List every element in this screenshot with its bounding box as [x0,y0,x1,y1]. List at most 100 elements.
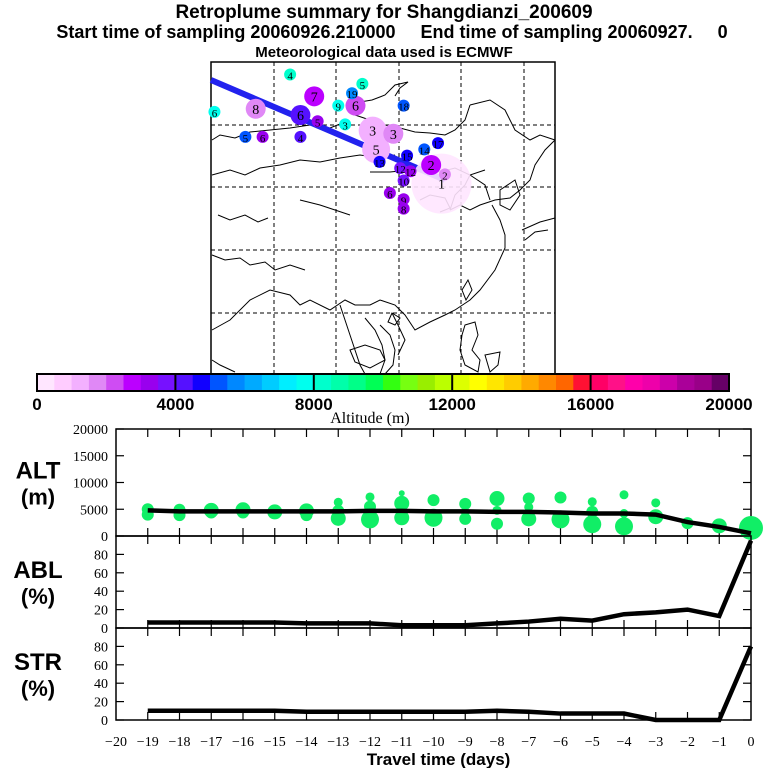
colorbar-tick-label: 4000 [156,395,194,414]
colorbar-cell [158,374,176,391]
colorbar-cell [625,374,643,391]
colorbar-cell [469,374,488,391]
cluster-marker [311,115,324,128]
altitude-point [361,510,379,529]
colorbar-cell [348,374,367,391]
x-tick-label: −1 [712,735,727,750]
plume-cluster: 8 [397,202,410,217]
colorbar-tick-label: 0 [32,395,41,414]
cluster-marker [383,187,396,200]
colorbar-label: Altitude (m) [330,410,410,427]
y-tick-label: 20 [94,696,108,711]
x-tick-label: −13 [327,735,349,750]
colorbar-cell [711,374,730,391]
cluster-day-label: 5 [360,80,366,92]
colorbar-cell [452,374,470,391]
cluster-marker [438,168,451,181]
cluster-marker [290,105,311,126]
colorbar-cell [556,374,574,391]
colorbar-cell [192,374,211,391]
cluster-marker [294,130,307,143]
plume-cluster: 19 [346,87,359,101]
cluster-day-label: 3 [390,128,397,143]
x-tick-label: −14 [296,735,318,750]
cluster-day-label: 2 [428,159,435,174]
altitude-colorbar: 0 4000 8000 12000 16000 20000 Altitude (m) [32,373,753,427]
cluster-marker [346,87,359,100]
plume-cluster: 6 [208,105,221,120]
cluster-marker [356,77,369,90]
altitude-point [521,511,537,527]
cluster-marker [345,95,366,116]
colorbar-cell [261,374,280,391]
cluster-day-label: 14 [419,145,431,157]
sampling-time-subtitle: Start time of sampling 20060926.210000 E… [56,22,728,42]
colorbar-cell [331,374,349,391]
y-tick-label: 20000 [73,423,108,438]
cluster-day-label: 5 [373,143,380,158]
colorbar-cell [607,374,626,391]
plume-cluster: 8 [245,98,266,119]
colorbar-cell [677,374,695,391]
altitude-point [554,491,567,504]
plume-cluster: 14 [418,143,431,157]
panel-ylabel-unit: (%) [21,676,55,701]
x-tick-label: −7 [521,735,536,750]
cluster-day-label: 8 [252,103,259,118]
x-tick-label: −4 [617,735,632,750]
altitude-point [398,490,405,497]
plume-cluster: 2 [438,168,451,182]
colorbar-cell [279,374,297,391]
cluster-day-label: 5 [243,133,249,145]
plume-cluster: 15 [401,149,414,164]
x-tick-label: −16 [232,735,254,750]
colorbar-cell [434,374,453,391]
cluster-day-label: 4 [298,133,304,145]
cluster-day-label: 6 [352,100,359,115]
altitude-point [330,510,346,526]
cluster-marker [332,99,345,112]
colorbar-cell [296,374,315,391]
cluster-day-label: 2 [442,170,448,182]
mean-trajectory-line [209,77,447,183]
panel-ylabel: ALT [16,458,61,485]
altitude-point [615,517,633,536]
cluster-marker [239,130,252,143]
cluster-day-label: 19 [347,89,359,101]
plume-cluster: 13 [373,155,386,170]
plume-cluster: 6 [256,130,269,145]
altitude-point [522,492,535,505]
y-tick-label: 60 [94,659,108,674]
cluster-day-label: 10 [398,177,410,189]
x-tick-label: −10 [423,735,445,750]
x-tick-label: −8 [490,735,505,750]
plume-cluster: 4 [294,130,307,145]
colorbar-tick-label: 20000 [705,395,752,414]
altitude-point [394,495,410,511]
colorbar-cell [659,374,678,391]
panel-ylabel: STR [14,649,62,676]
x-tick-label: −15 [264,735,286,750]
y-tick-label: 0 [101,622,108,637]
colorbar-cell [210,374,228,391]
colorbar-tick-label: 12000 [429,395,476,414]
colorbar-cell [54,374,73,391]
y-tick-label: 20 [94,604,108,619]
colorbar-cell [573,374,592,391]
altitude-point [365,492,375,502]
colorbar-cell [175,374,194,391]
cluster-marker [362,135,391,164]
x-tick-label: −11 [391,735,412,750]
x-tick-label: −20 [105,735,127,750]
altitude-point [551,510,570,529]
cluster-day-label: 12 [405,167,416,179]
altitude-point [651,498,661,508]
plume-cluster: 6 [290,105,311,126]
plume-cluster: 7 [304,86,325,107]
colorbar-cell [521,374,540,391]
cluster-marker [373,155,386,168]
time-series-panels: 20000150001000050000ALT(m)806040200ABL(%… [13,423,763,768]
cluster-day-label: 6 [260,133,266,145]
plume-cluster: 17 [432,137,445,151]
